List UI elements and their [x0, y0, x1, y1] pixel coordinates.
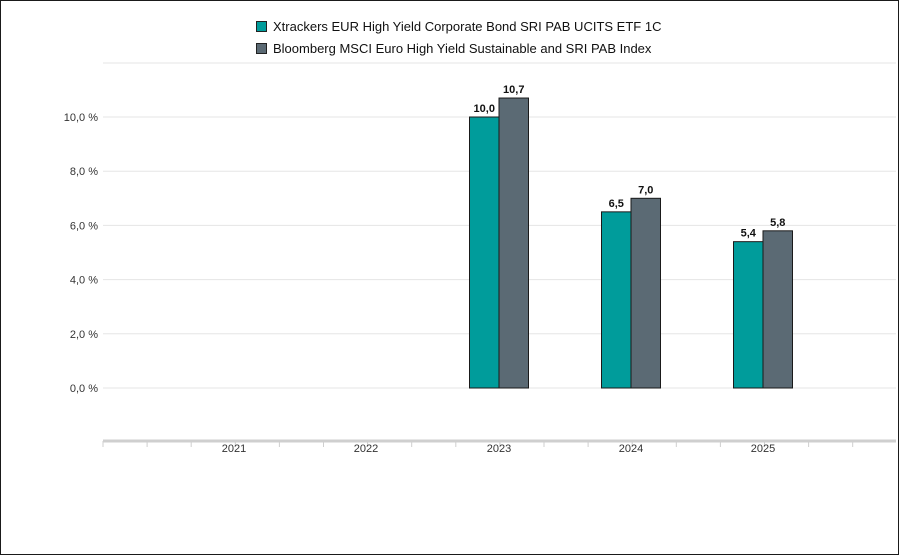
- bar-value-label: 7,0: [638, 184, 653, 196]
- bar: [498, 97, 529, 389]
- x-tick-label: 2022: [354, 443, 378, 455]
- bar-value-label: 10,0: [474, 103, 495, 115]
- bar: [762, 230, 793, 389]
- legend-label-index: Bloomberg MSCI Euro High Yield Sustainab…: [273, 40, 652, 56]
- legend-item-index: Bloomberg MSCI Euro High Yield Sustainab…: [256, 37, 661, 59]
- y-tick-label: 10,0 %: [64, 112, 98, 124]
- bar: [601, 211, 632, 389]
- y-tick-label: 6,0 %: [70, 220, 98, 232]
- legend-swatch-etf: [256, 20, 267, 32]
- y-tick-label: 2,0 %: [70, 329, 98, 341]
- x-tick-label: 2025: [751, 443, 775, 455]
- chart-legend: Xtrackers EUR High Yield Corporate Bond …: [256, 15, 661, 59]
- x-tick-label: 2023: [487, 443, 511, 455]
- bar-value-label: 5,8: [770, 217, 785, 229]
- y-tick-label: 8,0 %: [70, 166, 98, 178]
- y-tick-label: 4,0 %: [70, 275, 98, 287]
- x-tick-label: 2021: [222, 443, 246, 455]
- bar: [733, 241, 764, 389]
- y-tick-label: 0,0 %: [70, 383, 98, 395]
- legend-item-etf: Xtrackers EUR High Yield Corporate Bond …: [256, 15, 661, 37]
- bar: [630, 197, 661, 389]
- x-tick-label: 2024: [619, 443, 643, 455]
- legend-swatch-index: [256, 42, 267, 54]
- bar: [469, 116, 500, 389]
- legend-label-etf: Xtrackers EUR High Yield Corporate Bond …: [273, 18, 662, 34]
- bar-value-label: 6,5: [609, 198, 624, 210]
- bar-value-label: 5,4: [741, 228, 757, 240]
- bar-value-label: 10,7: [503, 84, 524, 96]
